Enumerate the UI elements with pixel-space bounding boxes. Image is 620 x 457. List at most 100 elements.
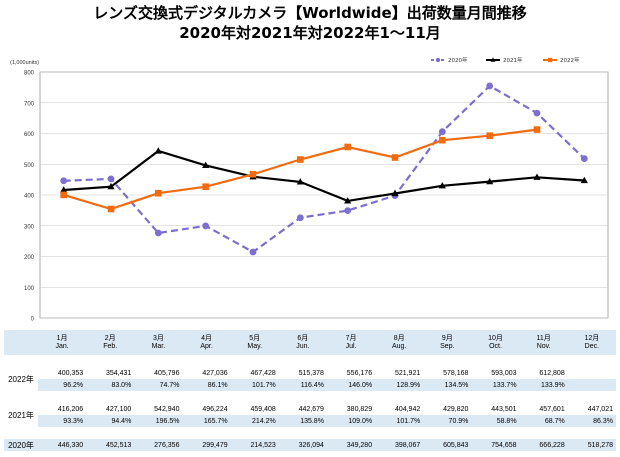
table-row-ratio: 93.3% 94.4% 196.5% 165.7% 214.2% 135.8% 109.0%… bbox=[4, 415, 616, 427]
table-cell-value: 446,330 bbox=[38, 439, 87, 451]
data-point bbox=[533, 126, 541, 133]
data-point bbox=[202, 161, 210, 169]
table-cell-ratio: 165.7% bbox=[182, 415, 231, 427]
table-cell-value: 442,679 bbox=[278, 403, 327, 415]
table-cell-ratio: 101.7% bbox=[375, 415, 424, 427]
table-cell-ratio: 196.5% bbox=[134, 415, 183, 427]
table-cell-value: 326,094 bbox=[278, 439, 327, 451]
table-cell-value: 666,228 bbox=[519, 439, 568, 451]
data-point bbox=[344, 143, 351, 151]
month-en: Jul. bbox=[345, 342, 357, 350]
data-point bbox=[107, 175, 115, 183]
month-number: 9月 bbox=[441, 334, 453, 342]
data-point bbox=[202, 183, 209, 190]
table-cell-value: 276,356 bbox=[134, 439, 183, 451]
data-point bbox=[107, 205, 115, 213]
line-chart: 0 100 200 300 400 500 600 700 800 (1,000units) 202… bbox=[10, 56, 609, 323]
month-header: 9月 Sep. bbox=[423, 330, 472, 355]
data-point bbox=[486, 177, 494, 185]
legend-label: 2021年 bbox=[503, 56, 523, 64]
table-cell-ratio: 74.7% bbox=[134, 379, 183, 391]
table-cell-value: 405,796 bbox=[134, 367, 183, 379]
table-cell-value: 299,479 bbox=[182, 439, 231, 451]
legend-marker bbox=[490, 57, 496, 62]
month-number: 12月 bbox=[584, 334, 600, 342]
table-cell-ratio: 128.9% bbox=[375, 379, 424, 391]
y-tick-label: 100 bbox=[24, 286, 35, 292]
data-point bbox=[60, 177, 68, 185]
month-number: 6月 bbox=[297, 334, 309, 342]
table-cell-value bbox=[567, 367, 616, 379]
data-point bbox=[439, 136, 446, 144]
table-cell-value: 380,829 bbox=[326, 403, 376, 415]
month-number: 11月 bbox=[536, 334, 551, 342]
legend-label: 2020年 bbox=[448, 56, 468, 64]
month-number: 7月 bbox=[345, 334, 357, 342]
data-point bbox=[202, 222, 210, 230]
data-point bbox=[533, 173, 541, 180]
y-tick-label: 700 bbox=[24, 101, 35, 107]
month-header: 10月 Oct. bbox=[471, 330, 520, 355]
row-label: 2021年 bbox=[4, 403, 38, 427]
table-cell-value: 214,523 bbox=[230, 439, 279, 451]
legend-marker bbox=[435, 57, 441, 63]
data-point bbox=[486, 132, 493, 139]
month-header: 7月 Jul. bbox=[326, 330, 376, 355]
table-cell-value: 556,176 bbox=[326, 367, 376, 379]
y-tick-label: 500 bbox=[24, 163, 35, 169]
table-cell-ratio: 133.7% bbox=[471, 379, 520, 391]
data-point bbox=[580, 176, 588, 184]
table-cell-ratio: 68.7% bbox=[519, 415, 568, 427]
table-cell-ratio bbox=[567, 379, 616, 391]
table-cell-value: 754,658 bbox=[471, 439, 520, 451]
month-header: 4月 Apr. bbox=[182, 330, 231, 355]
data-point bbox=[249, 170, 257, 178]
table-cell-value: 518,278 bbox=[567, 439, 616, 451]
month-header: 3月 Mar. bbox=[134, 330, 183, 355]
data-point bbox=[155, 189, 162, 197]
y-unit-label: (1,000units) bbox=[10, 60, 39, 66]
month-header: 6月 Jun. bbox=[278, 330, 327, 355]
table-cell-ratio: 133.9% bbox=[519, 379, 568, 391]
header-corner bbox=[4, 330, 38, 355]
series-line-2021年 bbox=[63, 149, 585, 203]
table-row: 2022年 400,353 354,431 405,796 427,036 467,428… bbox=[4, 367, 616, 391]
table-cell-value: 349,280 bbox=[326, 439, 376, 451]
table-cell-ratio: 214.2% bbox=[230, 415, 279, 427]
data-point bbox=[60, 191, 67, 199]
data-point bbox=[580, 155, 588, 163]
y-tick-label: 0 bbox=[31, 317, 35, 323]
table-cell-ratio: 93.3% bbox=[38, 415, 87, 427]
data-point bbox=[107, 182, 115, 190]
month-number: 10月 bbox=[488, 334, 503, 342]
month-number: 4月 bbox=[201, 334, 212, 342]
table-row-ratio: 96.2% 83.0% 74.7% 86.1% 101.7% 116.4% 146.0% 12… bbox=[4, 379, 616, 391]
y-tick-label: 800 bbox=[24, 71, 35, 77]
table-cell-value: 443,501 bbox=[471, 403, 520, 415]
table-cell-ratio: 86.1% bbox=[182, 379, 231, 391]
table-cell-ratio: 109.0% bbox=[326, 415, 376, 427]
data-point bbox=[533, 109, 541, 117]
data-point bbox=[344, 197, 352, 204]
table-cell-value: 416,206 bbox=[38, 403, 87, 415]
data-point bbox=[486, 82, 494, 90]
table-cell-value: 515,378 bbox=[278, 367, 327, 379]
table-cell-value: 612,808 bbox=[519, 367, 568, 379]
table-cell-value: 447,021 bbox=[567, 403, 616, 415]
table-cell-value: 427,036 bbox=[182, 367, 231, 379]
table-cell-ratio: 101.7% bbox=[230, 379, 279, 391]
data-point bbox=[249, 248, 257, 256]
table-cell-value: 459,408 bbox=[230, 403, 279, 415]
month-en: Dec. bbox=[584, 342, 600, 350]
table-cell-value: 354,431 bbox=[86, 367, 135, 379]
table-cell-ratio: 134.5% bbox=[423, 379, 472, 391]
month-number: 3月 bbox=[152, 334, 164, 342]
table-cell-value: 400,353 bbox=[38, 367, 87, 379]
month-en: Feb. bbox=[103, 342, 118, 350]
month-number: 8月 bbox=[393, 334, 405, 342]
month-en: Sep. bbox=[440, 342, 455, 350]
table-cell-ratio: 135.8% bbox=[278, 415, 327, 427]
table-cell-value: 457,601 bbox=[519, 403, 568, 415]
month-number: 2月 bbox=[104, 334, 116, 342]
y-tick-label: 400 bbox=[24, 194, 35, 200]
